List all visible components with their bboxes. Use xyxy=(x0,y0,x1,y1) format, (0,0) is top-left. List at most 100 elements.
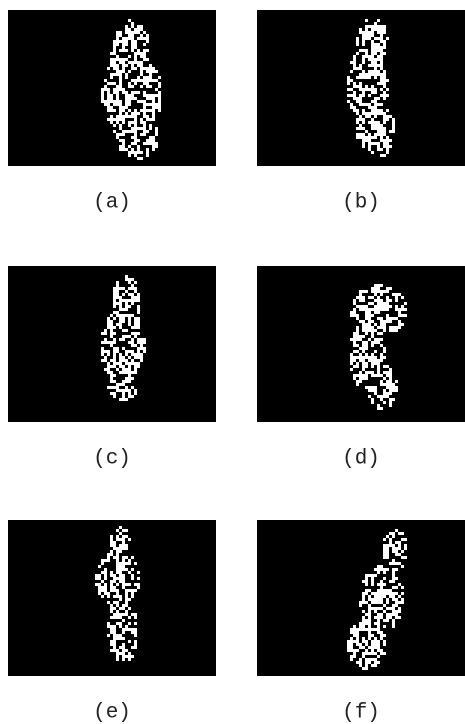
pixel xyxy=(107,109,110,112)
pixel xyxy=(365,365,368,368)
pixel xyxy=(137,347,140,350)
pixel xyxy=(137,145,140,148)
pixel xyxy=(389,589,392,592)
pixel xyxy=(119,287,122,290)
pixel xyxy=(371,112,374,115)
pixel xyxy=(110,631,113,634)
pixel xyxy=(359,124,362,127)
pixel xyxy=(362,290,365,293)
pixel xyxy=(113,631,116,634)
pixel xyxy=(110,377,113,380)
pixel xyxy=(371,344,374,347)
pixel xyxy=(149,67,152,70)
pixel xyxy=(356,383,359,386)
pixel xyxy=(128,70,131,73)
pixel xyxy=(113,637,116,640)
pixel xyxy=(362,121,365,124)
pixel xyxy=(137,332,140,335)
pixel xyxy=(131,85,134,88)
pixel xyxy=(131,287,134,290)
pixel xyxy=(359,118,362,121)
pixel xyxy=(368,103,371,106)
panel-label: (c) xyxy=(93,448,131,471)
pixel xyxy=(359,622,362,625)
pixel xyxy=(356,380,359,383)
pixel xyxy=(386,287,389,290)
pixel xyxy=(107,326,110,329)
pixel xyxy=(119,326,122,329)
pixel xyxy=(383,73,386,76)
pixel xyxy=(125,535,128,538)
pixel xyxy=(371,601,374,604)
pixel xyxy=(131,595,134,598)
pixel xyxy=(149,94,152,97)
pixel xyxy=(122,562,125,565)
pixel xyxy=(152,142,155,145)
pixel xyxy=(371,142,374,145)
pixel xyxy=(122,61,125,64)
pixel xyxy=(131,46,134,49)
pixel xyxy=(152,136,155,139)
pixel xyxy=(116,550,119,553)
pixel xyxy=(125,115,128,118)
pixel xyxy=(386,553,389,556)
pixel xyxy=(380,64,383,67)
pixel xyxy=(395,541,398,544)
pixel xyxy=(356,365,359,368)
pixel xyxy=(113,293,116,296)
pixel xyxy=(110,628,113,631)
pixel xyxy=(362,323,365,326)
pixel xyxy=(365,317,368,320)
pixel xyxy=(113,574,116,577)
pixel xyxy=(356,637,359,640)
pixel xyxy=(122,368,125,371)
pixel xyxy=(140,109,143,112)
pixel xyxy=(119,34,122,37)
pixel xyxy=(104,559,107,562)
pixel xyxy=(386,305,389,308)
pixel xyxy=(137,356,140,359)
pixel xyxy=(110,121,113,124)
pixel xyxy=(116,592,119,595)
pixel xyxy=(149,127,152,130)
pixel xyxy=(368,607,371,610)
pixel xyxy=(107,556,110,559)
pixel xyxy=(359,296,362,299)
pixel xyxy=(113,362,116,365)
pixel xyxy=(119,79,122,82)
pixel xyxy=(386,109,389,112)
panel-background xyxy=(257,520,465,676)
pixel xyxy=(380,37,383,40)
pixel xyxy=(350,338,353,341)
pixel xyxy=(389,377,392,380)
pixel xyxy=(365,649,368,652)
pixel xyxy=(125,58,128,61)
pixel xyxy=(152,97,155,100)
pixel xyxy=(143,106,146,109)
pixel xyxy=(110,341,113,344)
pixel xyxy=(380,613,383,616)
pixel xyxy=(386,142,389,145)
pixel xyxy=(386,296,389,299)
pixel xyxy=(371,34,374,37)
pixel xyxy=(365,112,368,115)
pixel xyxy=(155,79,158,82)
pixel xyxy=(128,562,131,565)
pixel xyxy=(392,571,395,574)
pixel xyxy=(386,607,389,610)
pixel xyxy=(365,589,368,592)
pixel xyxy=(110,329,113,332)
pixel xyxy=(122,613,125,616)
pixel xyxy=(155,130,158,133)
pixel xyxy=(368,637,371,640)
pixel xyxy=(380,52,383,55)
pixel xyxy=(146,103,149,106)
pixel xyxy=(368,613,371,616)
pixel xyxy=(350,637,353,640)
pixel xyxy=(368,76,371,79)
pixel xyxy=(359,628,362,631)
pixel xyxy=(353,109,356,112)
pixel xyxy=(353,67,356,70)
pixel xyxy=(104,100,107,103)
pixel xyxy=(113,332,116,335)
